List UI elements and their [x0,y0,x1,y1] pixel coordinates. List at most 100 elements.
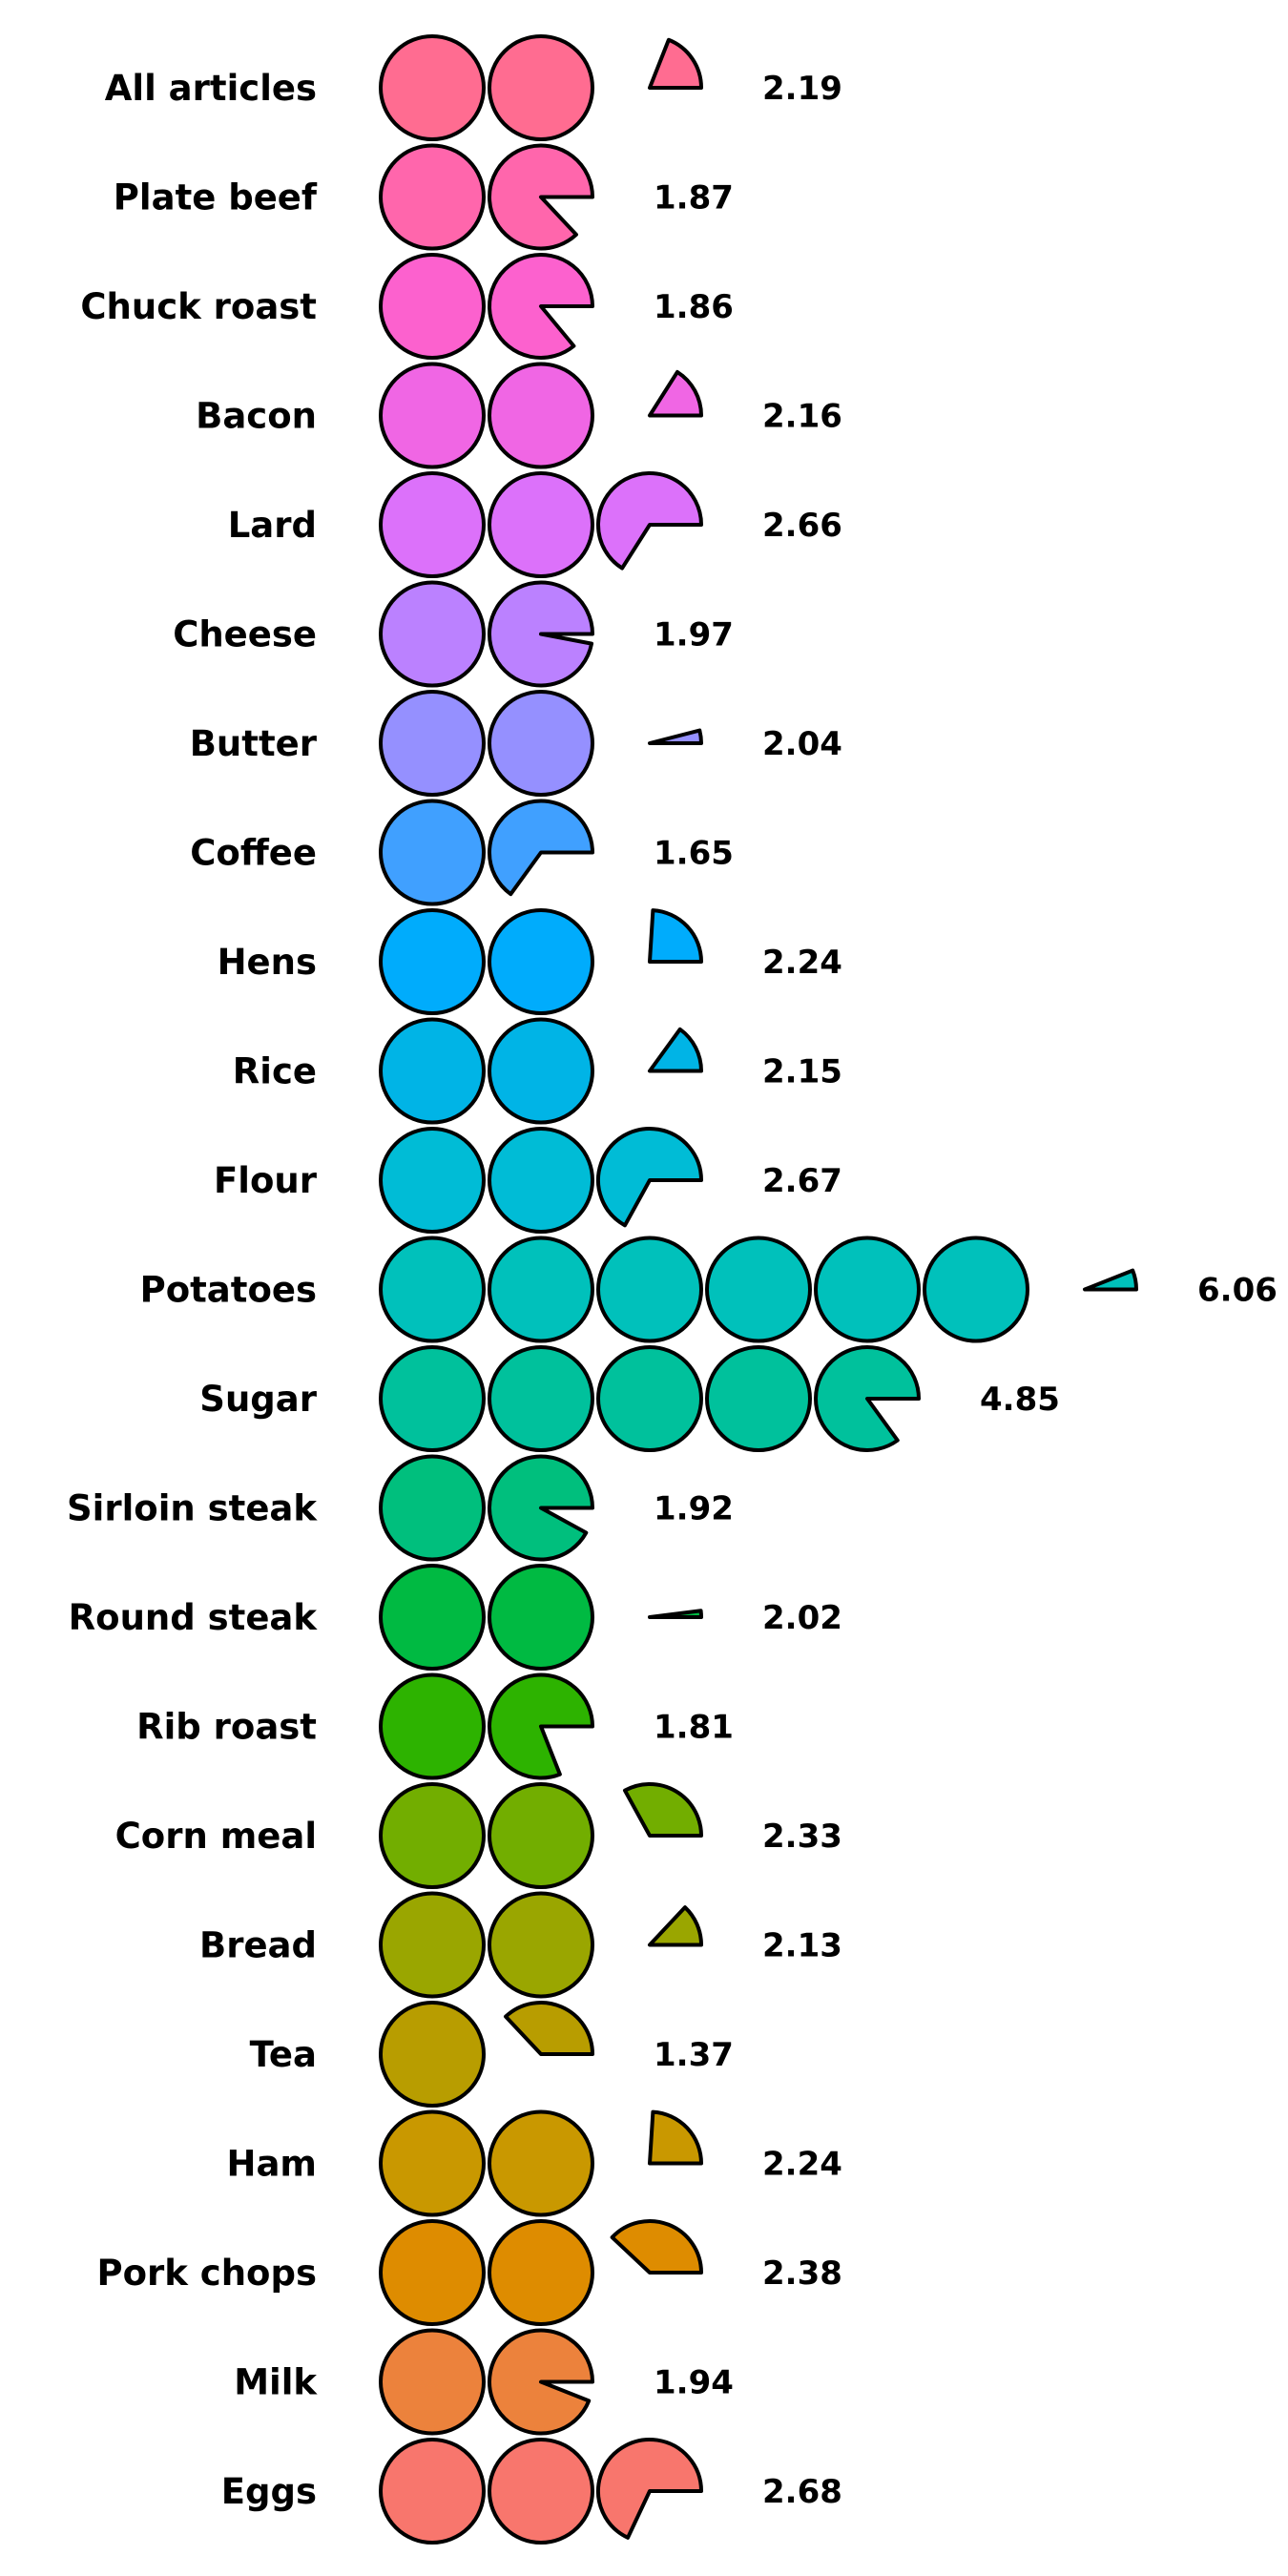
value-label: 1.86 [654,288,734,326]
value-label: 2.24 [762,944,842,982]
category-label: Sirloin steak [67,1488,318,1529]
category-label: Coffee [190,833,317,874]
category-label: All articles [105,68,317,109]
unit-circle [379,2328,486,2436]
partial-unit-wedge [1083,1268,1138,1292]
value-label: 1.65 [654,835,734,873]
unit-circle [379,362,486,469]
value-label: 1.37 [654,2036,734,2074]
unit-circle [488,1564,594,1671]
unit-circle [488,1127,594,1234]
category-label: Bread [199,1925,317,1966]
unit-circle [379,799,486,906]
value-label: 2.04 [762,725,842,763]
partial-unit-wedge [504,2001,594,2056]
value-label: 1.92 [654,1490,734,1528]
category-label: Milk [234,2362,318,2403]
partial-unit-wedge [648,1905,703,1947]
partial-unit-wedge [488,253,594,360]
unit-circle [379,143,486,251]
value-label: 2.67 [762,1162,842,1200]
category-label: Flour [214,1160,318,1201]
value-label: 2.66 [762,507,842,545]
category-label: Hens [218,942,317,983]
unit-circle [488,690,594,797]
unit-circle [379,2001,486,2108]
partial-unit-wedge [648,369,703,418]
unit-circle [379,908,486,1015]
unit-circle [379,2438,486,2545]
unit-circle [379,2219,486,2326]
partial-unit-wedge [622,1782,703,1838]
unit-circle [379,1454,486,1562]
value-label: 2.38 [762,2254,842,2293]
unit-circle [705,1345,812,1452]
unit-circle [488,471,594,578]
category-label: Eggs [221,2471,317,2512]
unit-circle [488,1236,594,1343]
value-label: 2.13 [762,1927,842,1965]
unit-circle [488,1782,594,1889]
value-label: 1.87 [654,179,734,218]
value-label: 1.97 [654,616,734,654]
unit-circle [379,1782,486,1889]
unit-circle [488,2109,594,2217]
category-label: Sugar [199,1379,317,1420]
value-label: 4.85 [980,1381,1060,1419]
category-label: Rib roast [136,1707,317,1748]
category-label: Cheese [173,614,317,655]
unit-circle [814,1236,921,1343]
value-label: 2.24 [762,2146,842,2184]
partial-unit-wedge [596,471,703,571]
unit-circle [379,1236,486,1343]
category-label: Pork chops [97,2253,317,2294]
value-label: 2.16 [762,398,842,436]
unit-circle [379,1127,486,1234]
unit-circle [596,1236,703,1343]
partial-unit-wedge [488,2328,594,2436]
partial-unit-wedge [488,1454,594,1562]
category-label: Ham [227,2144,318,2185]
unit-circle [379,580,486,688]
unit-circle [379,1564,486,1671]
unit-circle [379,1017,486,1125]
unit-circle [705,1236,812,1343]
category-label: Bacon [196,396,317,437]
unit-circle [379,471,486,578]
unit-circle [923,1236,1029,1343]
value-label: 2.15 [762,1053,842,1091]
category-label: Tea [250,2034,317,2075]
partial-unit-wedge [648,728,703,745]
partial-unit-wedge [648,1609,703,1619]
value-label: 2.02 [762,1599,842,1637]
unit-circle [488,34,594,141]
partial-unit-wedge [610,2219,703,2275]
partial-unit-wedge [488,143,594,251]
unit-circle [379,34,486,141]
partial-unit-wedge [648,2109,703,2166]
value-label: 2.19 [762,70,842,108]
partial-unit-wedge [488,1672,594,1780]
value-label: 2.33 [762,1818,842,1856]
unit-circle [379,1345,486,1452]
unit-circle [488,1891,594,1999]
unit-circle [488,362,594,469]
partial-unit-wedge [488,799,594,897]
category-label: Potatoes [140,1270,317,1311]
partial-unit-wedge [596,1127,703,1228]
category-label: Plate beef [114,177,318,218]
category-label: Chuck roast [80,286,317,327]
value-label: 2.68 [762,2473,842,2511]
category-label: Round steak [69,1597,319,1638]
partial-unit-wedge [488,580,594,688]
partial-unit-wedge [814,1345,921,1452]
category-label: Rice [233,1051,317,1092]
unit-circle [596,1345,703,1452]
unit-circle [488,2438,594,2545]
unit-circle [488,908,594,1015]
category-label: Lard [228,505,317,546]
category-label: Corn meal [115,1816,317,1857]
unit-circle [379,2109,486,2217]
value-label: 1.81 [654,1709,734,1747]
